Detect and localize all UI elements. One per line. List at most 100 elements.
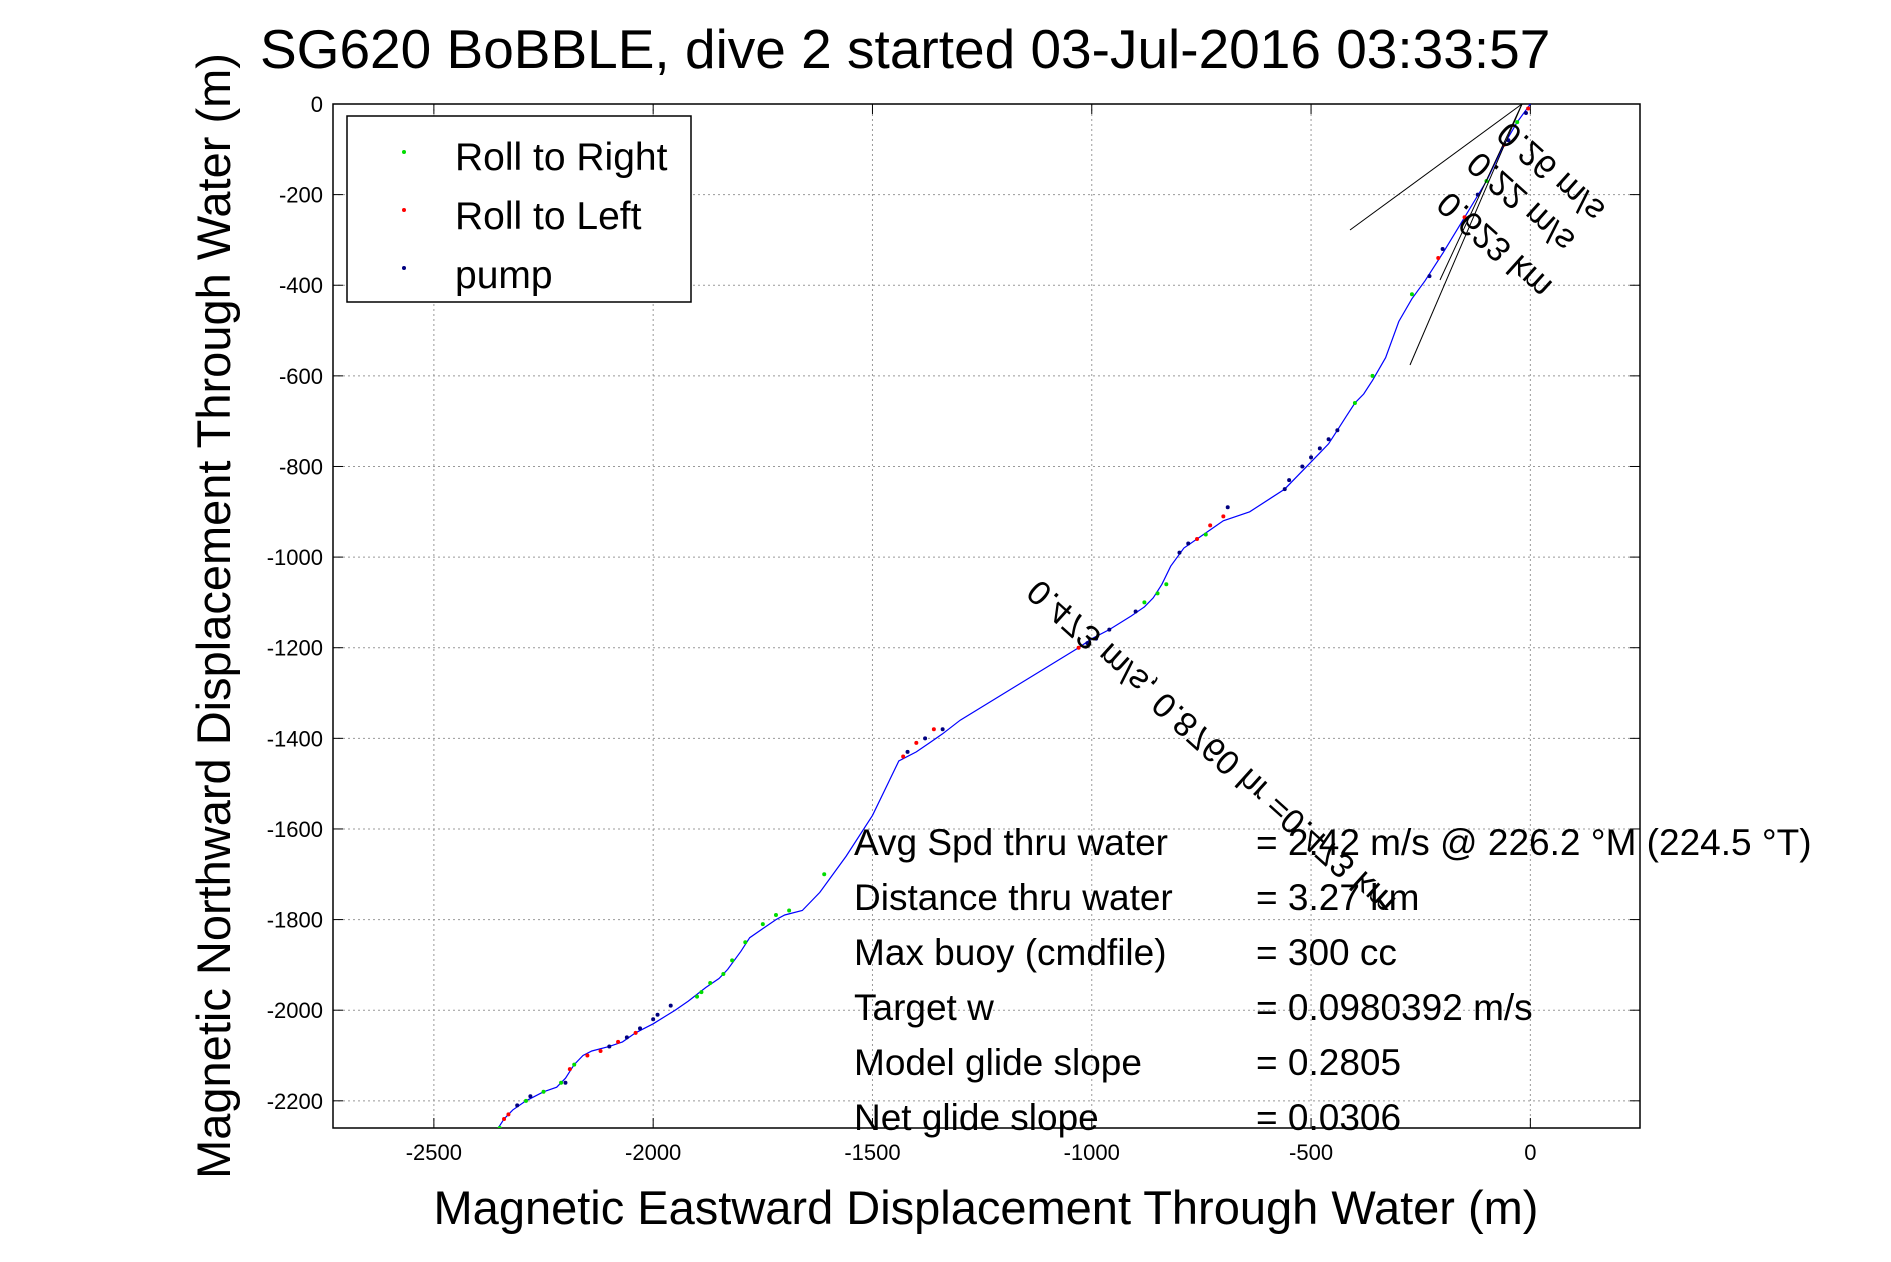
legend-label-roll-left: Roll to Left bbox=[455, 195, 642, 238]
y-tick-label: -400 bbox=[279, 273, 323, 298]
stat-label-model-glide: Model glide slope bbox=[854, 1042, 1142, 1083]
legend-marker-roll-left bbox=[402, 208, 406, 212]
y-tick-label: -1800 bbox=[267, 908, 323, 933]
marker-roll-left bbox=[1195, 536, 1200, 541]
y-tick-label: -800 bbox=[279, 454, 323, 479]
marker-roll-left bbox=[616, 1039, 621, 1044]
y-tick-label: -1200 bbox=[267, 636, 323, 661]
stat-label-target-w: Target w bbox=[854, 987, 994, 1028]
marker-pump bbox=[1326, 437, 1331, 442]
stat-label-max-buoy: Max buoy (cmdfile) bbox=[854, 932, 1167, 973]
legend: Roll to Right Roll to Left pump bbox=[346, 115, 692, 303]
y-tick-label: -2200 bbox=[267, 1089, 323, 1114]
marker-pump bbox=[1085, 641, 1090, 646]
marker-roll-left bbox=[506, 1112, 511, 1117]
chart-title: SG620 BoBBLE, dive 2 started 03-Jul-2016… bbox=[260, 18, 1550, 80]
marker-roll-right bbox=[822, 872, 827, 877]
marker-pump bbox=[668, 1003, 673, 1008]
stat-value-net-glide: = 0.0306 bbox=[1256, 1097, 1401, 1138]
axis-ticks: -2500 -2000 -1500 -1000 -500 0 0 -200 -400 -600 -8… bbox=[267, 92, 1640, 1165]
y-tick-label: -1400 bbox=[267, 726, 323, 751]
marker-pump bbox=[1335, 428, 1340, 433]
legend-label-pump: pump bbox=[455, 254, 553, 297]
marker-roll-left bbox=[914, 740, 919, 745]
marker-roll-right bbox=[787, 908, 792, 913]
marker-roll-right bbox=[1370, 373, 1375, 378]
marker-roll-right bbox=[730, 958, 735, 963]
marker-pump bbox=[1523, 111, 1528, 116]
marker-roll-left bbox=[598, 1048, 603, 1053]
marker-roll-right bbox=[559, 1080, 564, 1085]
marker-roll-right bbox=[708, 981, 713, 986]
marker-pump bbox=[1225, 505, 1230, 510]
plot-frame bbox=[332, 103, 1641, 1129]
marker-roll-right bbox=[523, 1098, 528, 1103]
x-tick-label: -2000 bbox=[625, 1140, 681, 1165]
stat-label-distance: Distance thru water bbox=[854, 877, 1173, 918]
marker-pump bbox=[655, 1012, 660, 1017]
legend-label-roll-right: Roll to Right bbox=[455, 136, 668, 179]
marker-pump bbox=[515, 1103, 520, 1108]
marker-roll-right bbox=[1155, 591, 1160, 596]
y-tick-label: -1600 bbox=[267, 817, 323, 842]
marker-pump bbox=[1300, 464, 1305, 469]
marker-roll-left bbox=[567, 1067, 572, 1072]
stat-label-net-glide: Net glide slope bbox=[854, 1097, 1099, 1138]
stat-value-model-glide: = 0.2805 bbox=[1256, 1042, 1401, 1083]
glide-line-2 bbox=[1349, 103, 1523, 231]
marker-roll-right bbox=[1515, 120, 1520, 125]
y-axis-title: Magnetic Northward Displacement Through … bbox=[187, 53, 240, 1179]
marker-roll-right bbox=[1203, 532, 1208, 537]
x-tick-label: -1500 bbox=[844, 1140, 900, 1165]
marker-roll-right bbox=[695, 994, 700, 999]
marker-pump bbox=[1094, 636, 1099, 641]
stat-value-target-w: = 0.0980392 m/s bbox=[1256, 987, 1533, 1028]
marker-pump bbox=[638, 1026, 643, 1031]
marker-roll-left bbox=[1436, 256, 1441, 261]
marker-pump bbox=[1309, 455, 1314, 460]
marker-pump bbox=[1107, 627, 1112, 632]
marker-pump bbox=[905, 749, 910, 754]
marker-roll-right bbox=[743, 940, 748, 945]
stat-value-max-buoy: = 300 cc bbox=[1256, 932, 1397, 973]
marker-pump bbox=[1506, 138, 1511, 143]
x-tick-label: -1000 bbox=[1064, 1140, 1120, 1165]
marker-pump bbox=[1287, 478, 1292, 483]
marker-pump bbox=[528, 1094, 533, 1099]
marker-roll-left bbox=[901, 754, 906, 759]
marker-pump bbox=[1440, 246, 1445, 251]
marker-roll-right bbox=[760, 922, 765, 927]
marker-pump bbox=[651, 1017, 656, 1022]
marker-roll-right bbox=[1142, 600, 1147, 605]
marker-roll-left bbox=[1076, 645, 1081, 650]
legend-marker-pump bbox=[402, 266, 406, 270]
marker-roll-left bbox=[502, 1116, 507, 1121]
x-tick-label: 0 bbox=[1524, 1140, 1536, 1165]
glide-line-3 bbox=[1439, 103, 1523, 281]
marker-roll-right bbox=[773, 913, 778, 918]
stat-label-avg-speed: Avg Spd thru water bbox=[854, 822, 1168, 863]
marker-pump bbox=[923, 736, 928, 741]
marker-roll-right bbox=[497, 1126, 502, 1128]
stat-value-distance: = 3.27 km bbox=[1256, 877, 1420, 918]
marker-pump bbox=[1282, 487, 1287, 492]
y-tick-label: -1000 bbox=[267, 545, 323, 570]
marker-roll-right bbox=[1409, 292, 1414, 297]
legend-marker-roll-right bbox=[402, 150, 406, 154]
marker-roll-right bbox=[1352, 401, 1357, 406]
marker-roll-left bbox=[585, 1053, 590, 1058]
marker-pump bbox=[624, 1035, 629, 1040]
marker-pump bbox=[607, 1044, 612, 1049]
y-tick-label: -2000 bbox=[267, 998, 323, 1023]
x-tick-label: -2500 bbox=[406, 1140, 462, 1165]
y-tick-label: -600 bbox=[279, 364, 323, 389]
marker-pump bbox=[1317, 446, 1322, 451]
marker-pump bbox=[563, 1080, 568, 1085]
marker-pump bbox=[1177, 550, 1182, 555]
x-tick-label: -500 bbox=[1289, 1140, 1333, 1165]
marker-roll-right bbox=[572, 1062, 577, 1067]
marker-pump bbox=[1427, 274, 1432, 279]
glide-slope-lines bbox=[1349, 103, 1523, 366]
